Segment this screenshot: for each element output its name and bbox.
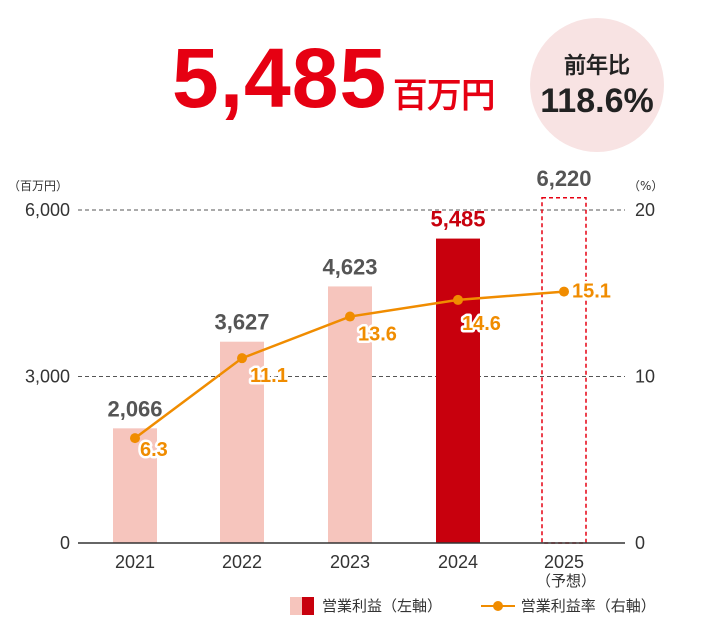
left-axis-tick: 0 [60,533,70,553]
margin-point [559,286,569,297]
left-axis-unit: （百万円） [8,179,68,193]
category-sublabel: （予想） [536,572,596,590]
bar-value-label: 5,485 [430,207,485,232]
headline: 5,485 百万円 [172,30,495,127]
bar-value-label: 4,623 [322,254,377,279]
bar [220,341,264,543]
right-axis-tick: 0 [635,533,645,553]
bar [328,286,372,543]
yoy-label: 前年比 [563,54,630,79]
margin-value-label: 6.3 [140,439,168,461]
margin-point [453,294,463,305]
category-label: 2024 [438,552,478,572]
right-axis-tick: 20 [635,200,655,220]
category-label: 2025 [544,552,584,572]
margin-value-label: 14.6 [462,313,501,335]
headline-value: 5,485 [172,31,388,125]
legend-swatch-current [302,596,314,615]
margin-point [345,311,355,322]
margin-value-label: 11.1 [250,365,288,387]
yoy-badge: 前年比 118.6% [530,18,664,152]
margin-point [130,433,140,444]
left-axis-tick: 6,000 [25,200,70,220]
bar-value-label: 3,627 [214,310,269,335]
bar-forecast [541,197,587,544]
legend-swatch-line [480,597,515,615]
legend-item-line: 営業利益率（右軸） [480,595,656,616]
yoy-value: 118.6% [540,82,654,120]
margin-value-label: 13.6 [358,324,397,346]
legend-label-line: 営業利益率（右軸） [520,597,656,615]
category-label: 2022 [222,552,262,572]
right-axis-tick: 10 [635,367,655,387]
legend-label-bar: 営業利益（左軸） [322,597,443,615]
legend-swatch-past [290,596,302,615]
bar-value-label: 6,220 [536,166,591,191]
legend-item-bar: 営業利益（左軸） [290,595,442,616]
legend: 営業利益（左軸） 営業利益率（右軸） [290,595,690,619]
bar-value-label: 2,066 [107,396,162,421]
left-axis-tick: 3,000 [25,367,70,387]
category-label: 2023 [330,552,370,572]
category-label: 2021 [115,552,155,572]
right-axis-unit: （%） [628,179,663,193]
bar [113,428,157,543]
headline-unit: 百万円 [393,76,496,116]
margin-value-label: 15.1 [572,281,611,303]
margin-point [237,353,247,364]
bar [436,238,480,543]
